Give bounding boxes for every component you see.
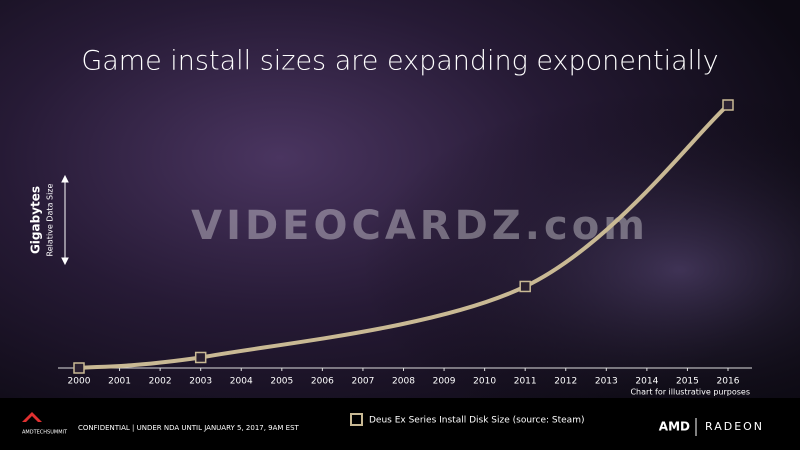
x-tick-label: 2013	[595, 377, 618, 387]
confidential: CONFIDENTIAL | UNDER NDA UNTIL JANUARY 5…	[78, 424, 300, 432]
marker	[194, 351, 207, 364]
x-tick-label: 2014	[635, 377, 658, 387]
footer-band	[0, 398, 800, 450]
x-tick-label: 2009	[433, 377, 456, 387]
marker	[722, 99, 734, 111]
x-tick-label: 2011	[514, 377, 537, 387]
marker	[519, 280, 531, 293]
chart-title: Game install sizes are expanding exponen…	[81, 46, 718, 77]
x-tick-label: 2003	[189, 377, 212, 387]
x-tick-label: 2007	[351, 377, 374, 387]
y-axis-sublabel: Relative Data Size	[46, 183, 55, 256]
x-tick-label: 2008	[392, 377, 415, 387]
y-axis-label: Gigabytes	[29, 186, 43, 254]
event-logo	[22, 412, 42, 422]
note: Chart for illustrative purposes	[630, 388, 750, 397]
product: RADEON	[705, 420, 764, 433]
x-tick-label: 2002	[149, 377, 172, 387]
event-name: AMDTECHSUMMIT	[22, 430, 68, 436]
x-tick-label: 2010	[473, 377, 496, 387]
x-tick-label: 2015	[676, 377, 699, 387]
legend-label: Deus Ex Series Install Disk Size (source…	[369, 416, 584, 426]
x-tick-label: 2000	[68, 377, 91, 387]
x-tick-label: 2004	[230, 377, 253, 387]
series-line	[77, 103, 730, 370]
brand: AMD	[659, 420, 690, 434]
x-tick-label: 2001	[108, 377, 131, 387]
x-tick-label: 2005	[270, 377, 293, 387]
x-tick-label: 2016	[717, 377, 740, 387]
legend-swatch	[350, 413, 363, 426]
marker	[73, 362, 85, 374]
x-tick-label: 2012	[554, 377, 577, 387]
x-tick-label: 2006	[311, 377, 334, 387]
watermark: VIDEOCARDZ.com	[191, 203, 649, 249]
y-arrow	[61, 174, 69, 266]
